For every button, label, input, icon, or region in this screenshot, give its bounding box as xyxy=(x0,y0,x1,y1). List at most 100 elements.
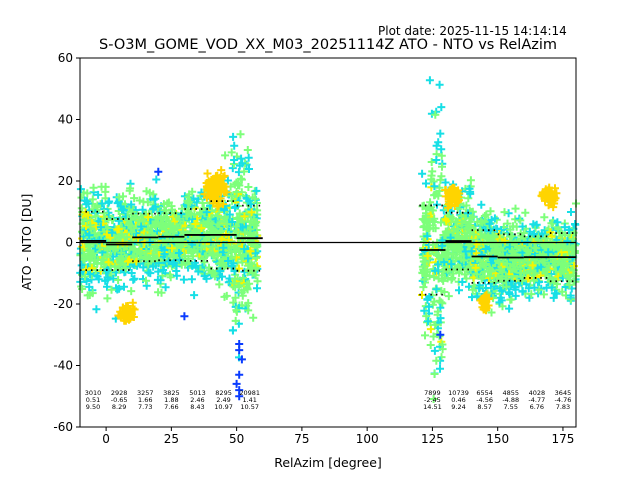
data-point xyxy=(547,283,556,292)
x-tick-label: 50 xyxy=(229,432,244,446)
data-point xyxy=(215,259,224,268)
data-point xyxy=(197,224,206,233)
data-point xyxy=(478,218,487,227)
data-point xyxy=(190,291,199,300)
data-point xyxy=(497,266,505,275)
data-point xyxy=(425,217,434,226)
data-point xyxy=(78,285,87,293)
data-point xyxy=(166,226,175,235)
data-point xyxy=(462,265,471,274)
data-point xyxy=(219,261,228,270)
data-point xyxy=(176,234,185,243)
data-point xyxy=(553,218,562,227)
data-point xyxy=(209,251,218,260)
data-point xyxy=(503,281,512,290)
data-point xyxy=(82,277,91,286)
data-point xyxy=(159,219,167,228)
data-point xyxy=(495,298,504,307)
data-point xyxy=(537,191,546,200)
data-point xyxy=(504,209,513,218)
data-point xyxy=(426,341,435,349)
data-point xyxy=(120,282,128,291)
x-tick-label: 100 xyxy=(356,432,379,446)
data-point xyxy=(114,276,123,284)
bin-stat-count: 3645 xyxy=(555,389,572,397)
data-point xyxy=(493,225,502,234)
data-point xyxy=(203,169,212,178)
data-point xyxy=(451,188,460,197)
data-point xyxy=(467,247,476,256)
data-point xyxy=(498,246,507,255)
bin-stat-count: 20981 xyxy=(239,389,260,397)
data-point xyxy=(540,226,549,235)
data-point xyxy=(473,292,482,301)
data-point xyxy=(455,268,464,277)
data-point xyxy=(534,285,543,294)
data-point xyxy=(182,211,191,220)
data-point xyxy=(100,209,109,218)
data-point xyxy=(100,260,109,269)
bin-stat-mean: 0.46 xyxy=(451,396,465,404)
data-point xyxy=(253,277,262,286)
data-point xyxy=(152,222,160,231)
bin-stat-mean: 2.46 xyxy=(190,396,204,404)
data-point xyxy=(231,316,240,325)
data-point xyxy=(558,230,567,239)
data-point xyxy=(102,230,111,239)
data-point xyxy=(208,242,217,251)
data-point xyxy=(237,154,246,163)
data-point xyxy=(104,258,113,267)
data-point xyxy=(558,287,567,296)
data-point xyxy=(430,297,439,306)
data-point xyxy=(425,76,434,85)
data-point xyxy=(230,141,239,150)
data-point xyxy=(219,173,228,181)
data-point xyxy=(200,272,209,281)
data-point xyxy=(81,253,90,261)
data-point xyxy=(446,195,455,204)
data-point xyxy=(185,190,194,199)
data-point xyxy=(466,213,475,222)
data-point xyxy=(194,267,203,276)
data-point xyxy=(420,262,429,271)
bin-stat-count: 4855 xyxy=(502,389,519,397)
data-point xyxy=(429,395,438,403)
data-point xyxy=(436,364,444,373)
data-point xyxy=(571,220,579,228)
data-point xyxy=(554,272,563,281)
data-point xyxy=(151,243,160,252)
data-point xyxy=(509,240,518,249)
data-point xyxy=(422,312,431,321)
data-point xyxy=(427,175,436,184)
data-point xyxy=(207,185,216,194)
data-point xyxy=(437,218,445,227)
data-point xyxy=(210,180,219,189)
x-tick-label: 125 xyxy=(421,432,444,446)
bin-stat-count: 5013 xyxy=(189,389,206,397)
bin-stat-mean: 1.41 xyxy=(242,396,256,404)
data-point xyxy=(481,297,490,306)
data-point xyxy=(252,218,261,227)
bin-stat-std: 14.51 xyxy=(423,403,442,411)
data-point xyxy=(437,145,446,154)
data-point xyxy=(126,184,135,193)
data-point xyxy=(144,213,153,222)
data-point xyxy=(116,311,125,320)
data-point xyxy=(447,275,456,284)
data-point xyxy=(96,243,104,252)
data-point xyxy=(432,156,441,164)
y-tick-label: -60 xyxy=(53,420,73,434)
data-point xyxy=(206,222,215,231)
data-point xyxy=(228,196,237,205)
data-point xyxy=(421,271,430,280)
data-point xyxy=(159,266,168,274)
data-point xyxy=(560,268,569,276)
data-point xyxy=(463,224,472,233)
data-point xyxy=(112,284,120,293)
data-point xyxy=(233,181,242,189)
bin-stat-count: 8295 xyxy=(215,389,232,397)
data-point xyxy=(215,280,224,289)
data-point xyxy=(96,223,105,232)
bin-stat-count: 4028 xyxy=(529,389,546,397)
